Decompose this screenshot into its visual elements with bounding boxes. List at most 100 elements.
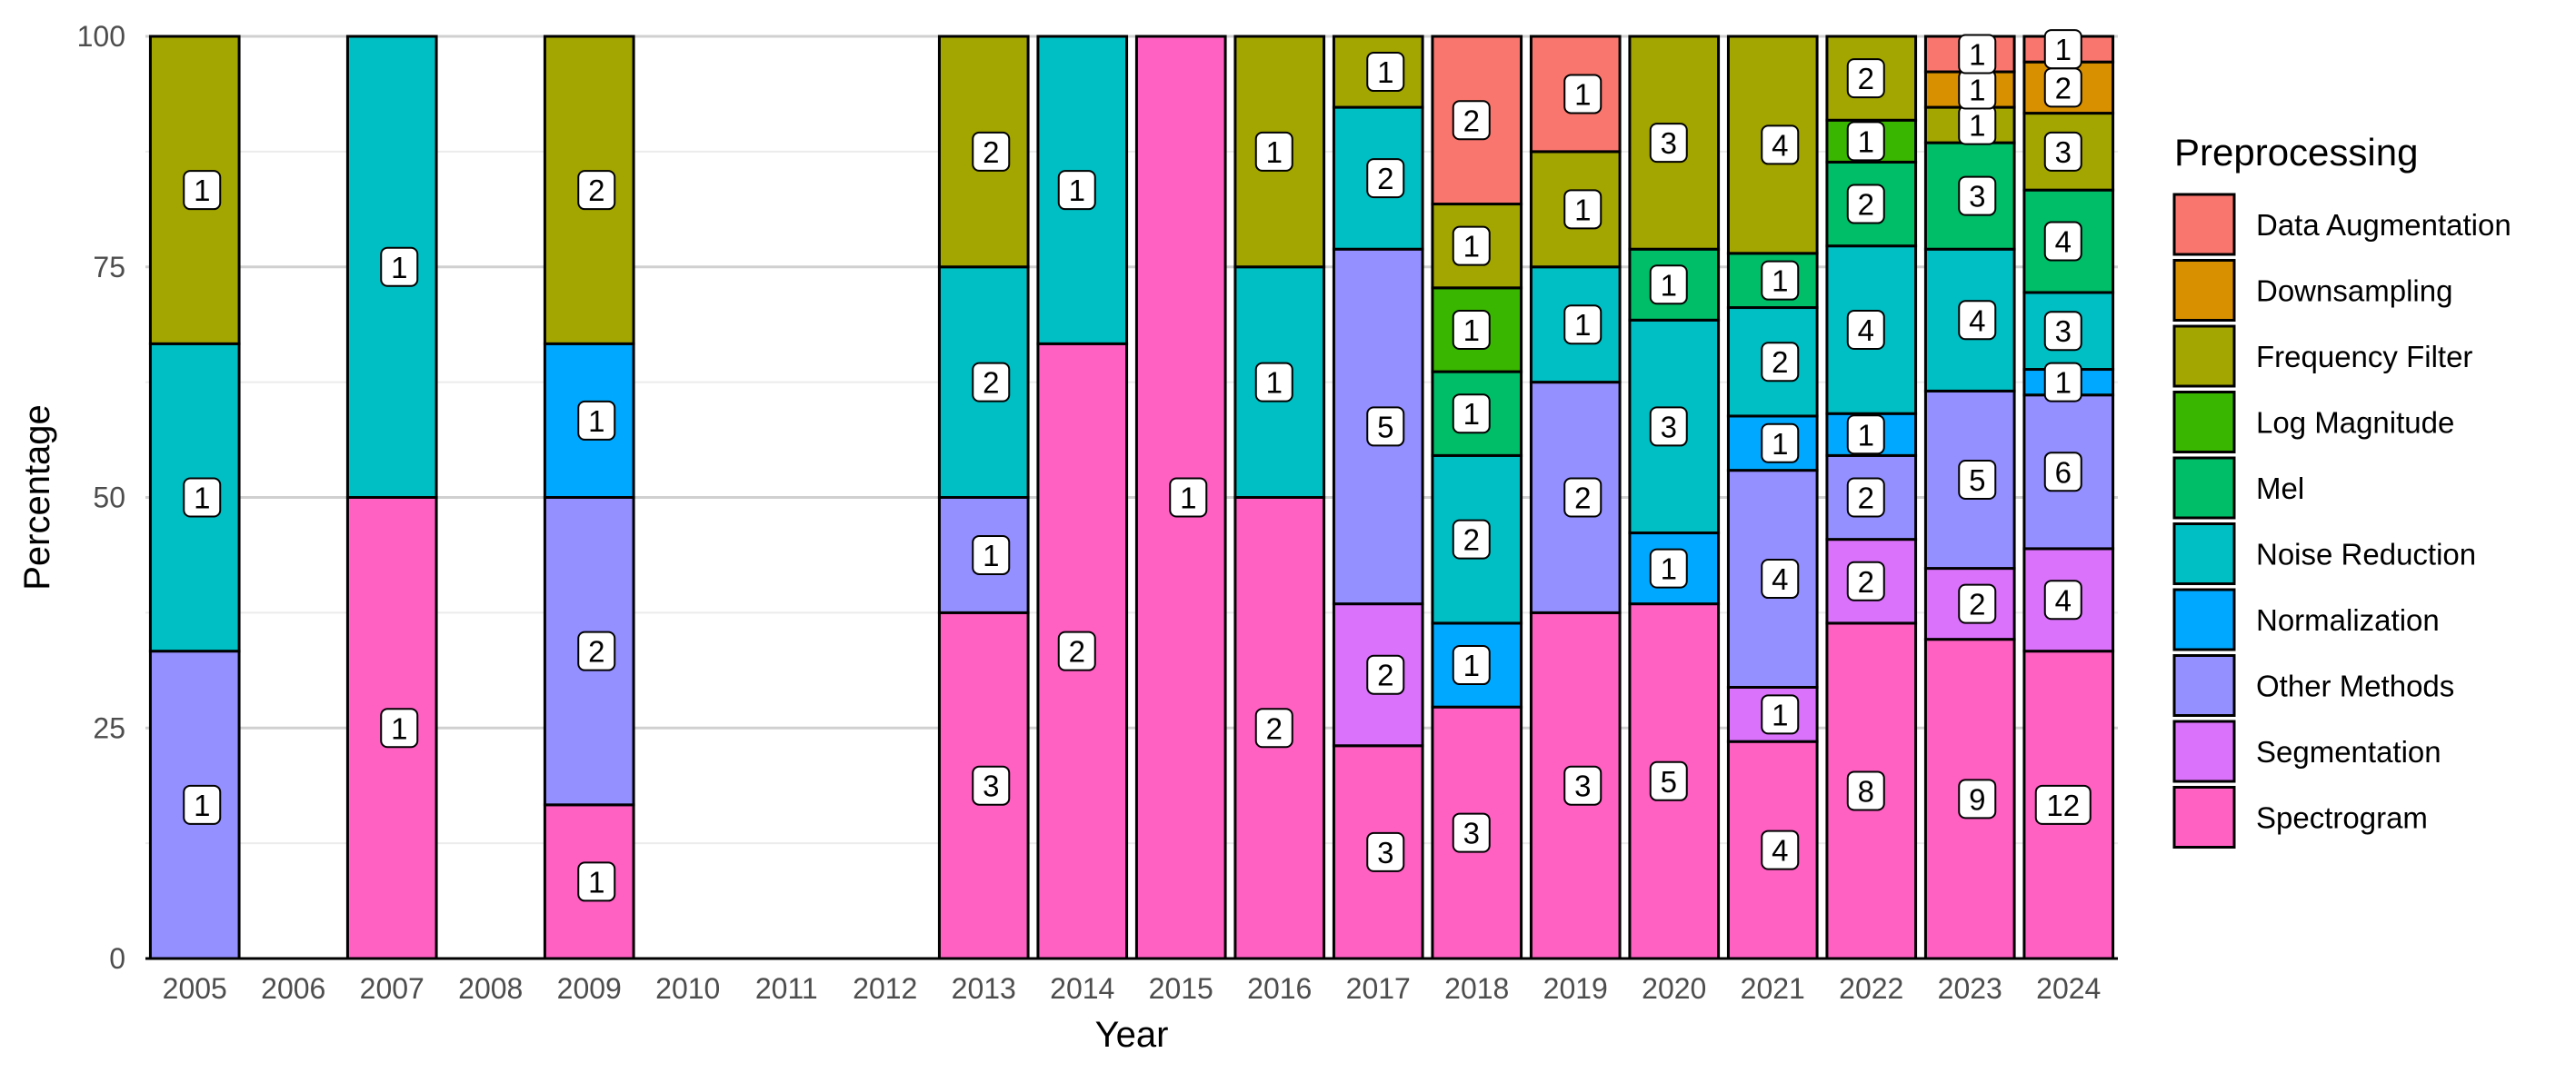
data-label-box <box>2034 784 2092 825</box>
data-label: 1 <box>1366 52 1405 93</box>
data-label: 8 <box>1846 770 1885 811</box>
x-tick-label: 2012 <box>853 972 917 1005</box>
data-label: 1 <box>2043 29 2082 70</box>
data-label-box <box>380 708 419 749</box>
data-label-box <box>1366 654 1405 695</box>
y-tick-label: 100 <box>77 20 125 53</box>
x-tick-label: 2016 <box>1247 972 1312 1005</box>
data-label-text: 3 <box>1661 410 1677 443</box>
data-label-text: 1 <box>1463 397 1480 431</box>
data-label: 3 <box>972 765 1011 806</box>
data-label-box <box>1169 477 1208 518</box>
data-label-text: 12 <box>2046 789 2080 822</box>
x-tick-label: 2009 <box>557 972 622 1005</box>
data-label-box <box>1846 770 1885 811</box>
x-tick-label: 2017 <box>1346 972 1411 1005</box>
data-label-text: 5 <box>1661 765 1677 799</box>
data-label-text: 1 <box>588 404 604 438</box>
legend-label: Frequency Filter <box>2256 340 2472 373</box>
data-label-box <box>1761 124 1800 165</box>
data-label-box <box>1366 52 1405 93</box>
data-label-box <box>2043 311 2082 352</box>
data-label-box <box>1649 760 1688 801</box>
x-tick-label: 2021 <box>1741 972 1805 1005</box>
data-label-box <box>1452 812 1491 853</box>
data-label: 1 <box>1452 309 1491 350</box>
data-label: 1 <box>1169 477 1208 518</box>
data-label-text: 1 <box>1969 38 1985 72</box>
data-label: 1 <box>577 861 616 902</box>
legend-item: Spectrogram <box>2172 786 2428 849</box>
data-label: 1 <box>1452 645 1491 686</box>
data-label: 1 <box>1563 189 1603 230</box>
data-label: 4 <box>1761 830 1800 870</box>
data-label-box <box>1649 406 1688 447</box>
x-tick-labels: 2005 2006 2007 2008 2009 2010 2011 2012 2013 2014… <box>163 972 2102 1005</box>
data-label: 2 <box>1846 184 1885 224</box>
x-tick-label: 2020 <box>1642 972 1706 1005</box>
data-label-text: 2 <box>1772 345 1788 379</box>
data-label: 1 <box>1761 694 1800 735</box>
x-tick-label: 2018 <box>1444 972 1509 1005</box>
data-label: 2 <box>1254 708 1293 749</box>
data-label-text: 1 <box>2055 33 2072 66</box>
x-tick-label: 2010 <box>655 972 720 1005</box>
data-label-box <box>1649 264 1688 305</box>
legend: Preprocessing Data Augmentation Downsampl… <box>2172 131 2511 849</box>
legend-swatch <box>2172 720 2236 783</box>
data-label-box <box>1846 58 1885 99</box>
data-label-text: 1 <box>1574 308 1591 342</box>
data-label: 1 <box>1761 260 1800 301</box>
data-label-box <box>1761 260 1800 301</box>
data-label-box <box>1846 309 1885 350</box>
data-label: 1 <box>1649 548 1688 589</box>
data-label-text: 1 <box>1772 698 1788 731</box>
data-label-text: 4 <box>1858 313 1874 347</box>
x-tick-label: 2007 <box>360 972 424 1005</box>
legend-swatch <box>2172 522 2236 585</box>
legend-label: Noise Reduction <box>2256 538 2476 571</box>
legend-title: Preprocessing <box>2174 131 2418 174</box>
data-label-text: 1 <box>194 789 210 822</box>
legend-swatch <box>2172 654 2236 717</box>
data-label-box <box>1563 74 1603 114</box>
grid-lines <box>145 35 2118 960</box>
data-label: 9 <box>1958 779 1997 820</box>
data-label: 4 <box>1761 559 1800 600</box>
data-label-text: 2 <box>1969 588 1985 621</box>
data-label-text: 4 <box>2055 225 2072 259</box>
data-label-box <box>2043 452 2082 492</box>
data-label: 1 <box>380 708 419 749</box>
data-label: 4 <box>1846 309 1885 350</box>
data-label-text: 2 <box>588 174 604 207</box>
legend-label: Other Methods <box>2256 670 2454 703</box>
data-label: 2 <box>972 362 1011 402</box>
data-label-box <box>1452 519 1491 560</box>
legend-item: Mel <box>2172 456 2304 520</box>
data-label-box <box>1846 414 1885 455</box>
data-label-text: 3 <box>983 770 999 803</box>
data-label-text: 5 <box>1969 463 1985 497</box>
data-label: 1 <box>1452 225 1491 266</box>
data-label-text: 1 <box>194 174 210 207</box>
bar-segment <box>2022 112 2115 192</box>
data-label-box <box>2043 362 2082 402</box>
data-label-box <box>1452 100 1491 141</box>
data-label-box <box>1057 631 1096 671</box>
x-tick-label: 2019 <box>1543 972 1608 1005</box>
data-label-box <box>972 534 1011 575</box>
legend-swatch <box>2172 588 2236 651</box>
data-label-box <box>577 631 616 671</box>
data-label-box <box>1452 309 1491 350</box>
data-label-box <box>1958 459 1997 500</box>
data-label-box <box>1366 831 1405 872</box>
legend-item: Other Methods <box>2172 654 2454 717</box>
data-label-box <box>1254 362 1293 402</box>
data-label: 2 <box>1452 519 1491 560</box>
data-label: 1 <box>380 246 419 287</box>
data-label-box <box>577 170 616 211</box>
bar-segment <box>1825 538 1918 625</box>
data-label: 2 <box>1958 583 1997 624</box>
data-label: 2 <box>1846 58 1885 99</box>
